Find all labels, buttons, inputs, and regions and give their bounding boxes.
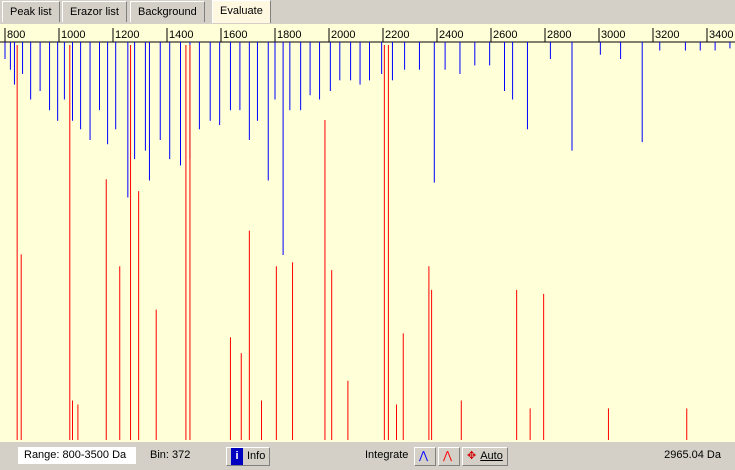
x-tick-label: 2600 [493,29,517,41]
mass-readout: 2965.04 Da [664,449,721,461]
x-tick-label: 2000 [331,29,355,41]
plot-background [0,24,735,442]
info-text: Info [247,450,266,462]
x-tick-label: 2800 [547,29,571,41]
bin-label: Bin: 372 [150,449,191,461]
tab[interactable]: Background [130,1,205,22]
integrate-button[interactable]: ⋀ [438,447,460,466]
tab[interactable]: Evaluate [212,0,271,23]
auto-icon: ✥ [467,450,477,462]
x-tick-label: 800 [7,29,25,41]
integrate-label: Integrate [365,449,409,461]
info-icon: i [231,448,243,465]
x-tick-label: 1400 [169,29,193,41]
tab[interactable]: Erazor list [62,1,127,22]
x-tick-label: 1600 [223,29,247,41]
x-tick-label: 2400 [439,29,463,41]
range-field: Range: 800-3500 Da [18,447,136,464]
x-tick-label: 3000 [601,29,625,41]
x-tick-label: 2200 [385,29,409,41]
x-tick-label: 3200 [655,29,679,41]
integrate-button[interactable]: ⋀ [414,447,436,466]
auto-button[interactable]: ✥ Auto [462,447,508,466]
x-tick-label: 1200 [115,29,139,41]
tab[interactable]: Peak list [2,1,60,22]
info-button[interactable]: i Info [226,447,271,466]
x-tick-label: 1800 [277,29,301,41]
auto-text: Auto [480,450,503,462]
spectrum-plot: 800 1000 1200 1400 1600 1800 2000 2200 2400 2600 2… [0,24,735,442]
x-tick-label: 3400 [709,29,733,41]
status-bar: Range: 800-3500 Da Bin: 372 i Info Integr… [0,442,735,470]
x-tick-label: 1000 [61,29,85,41]
